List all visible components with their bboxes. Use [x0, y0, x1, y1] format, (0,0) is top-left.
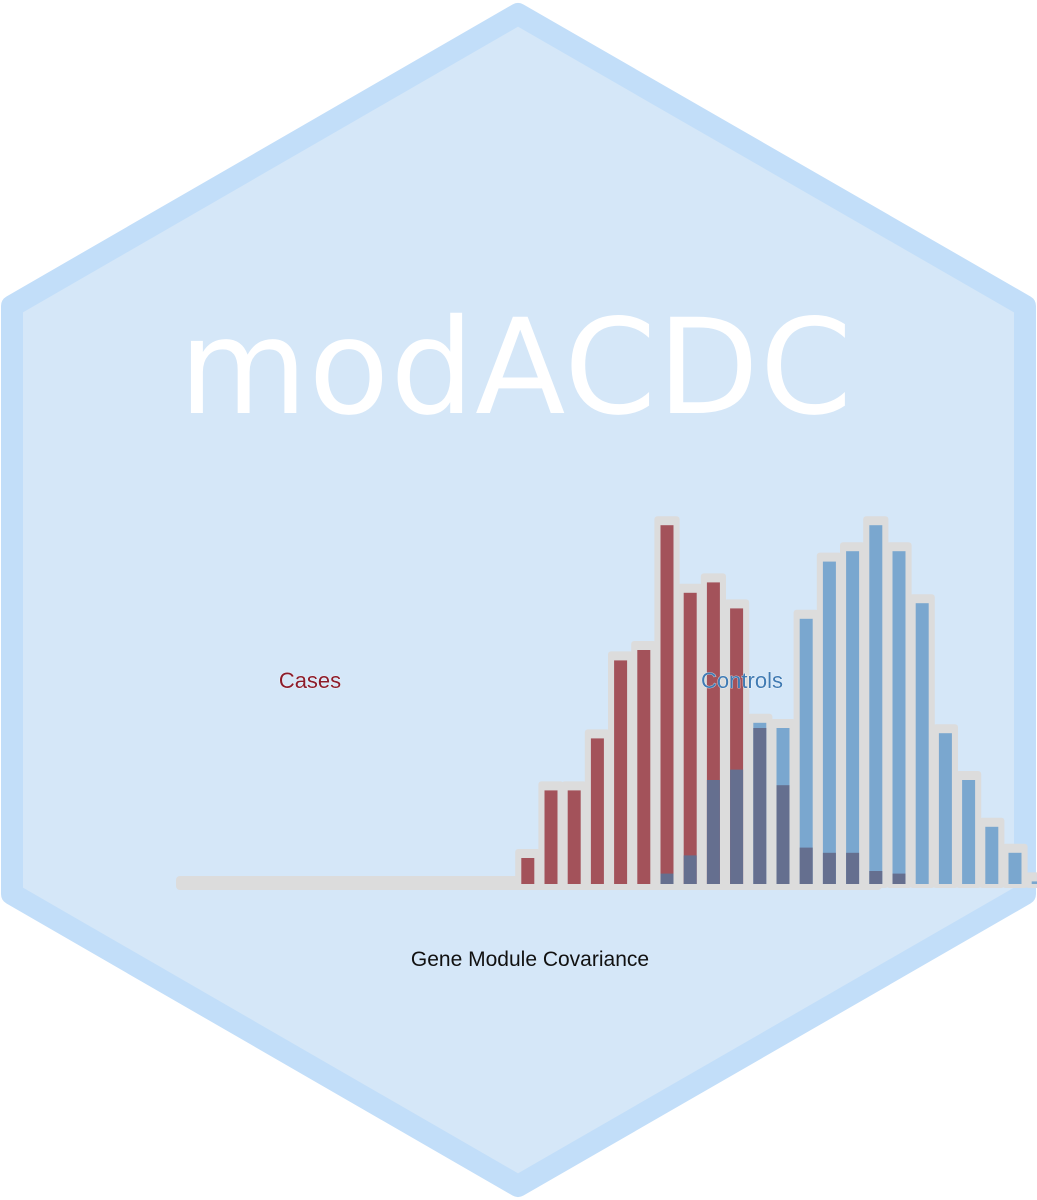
- overlap-bar: [822, 852, 836, 884]
- controls-label: Controls: [701, 668, 783, 693]
- overlap-bar: [706, 780, 720, 884]
- controls-bar: [1008, 852, 1022, 884]
- controls-bar: [799, 618, 813, 884]
- cases-bar: [567, 790, 581, 884]
- controls-bar: [985, 826, 999, 884]
- x-axis-label: Gene Module Covariance: [411, 948, 649, 971]
- overlap-bar: [869, 871, 883, 884]
- logo-title: modACDC: [179, 291, 853, 445]
- controls-bar: [892, 551, 906, 884]
- overlap-bar: [799, 847, 813, 884]
- cases-bar: [683, 592, 697, 884]
- overlap-bar: [846, 852, 860, 884]
- cases-bar: [660, 525, 674, 884]
- cases-label: Cases: [279, 668, 341, 693]
- overlap-bar: [776, 785, 790, 884]
- cases-bar: [590, 738, 604, 884]
- cases-bar: [544, 790, 558, 884]
- controls-bar: [822, 561, 836, 884]
- cases-bar: [614, 660, 628, 884]
- bar-outline: [1025, 872, 1037, 888]
- controls-bar: [869, 525, 883, 884]
- controls-bar: [915, 603, 929, 884]
- overlap-bar: [683, 855, 697, 884]
- cases-bar: [521, 858, 535, 884]
- covariance-histogram: [176, 516, 1037, 890]
- hexagon-badge: [1, 3, 1036, 1197]
- cases-bar: [637, 650, 651, 884]
- overlap-bar: [892, 873, 906, 884]
- controls-bar: [938, 733, 952, 884]
- controls-bar: [1031, 881, 1037, 884]
- controls-bar: [846, 551, 860, 884]
- overlap-bar: [753, 728, 767, 884]
- overlap-bar: [730, 769, 744, 884]
- controls-bar: [962, 780, 976, 884]
- overlap-bar: [660, 873, 674, 884]
